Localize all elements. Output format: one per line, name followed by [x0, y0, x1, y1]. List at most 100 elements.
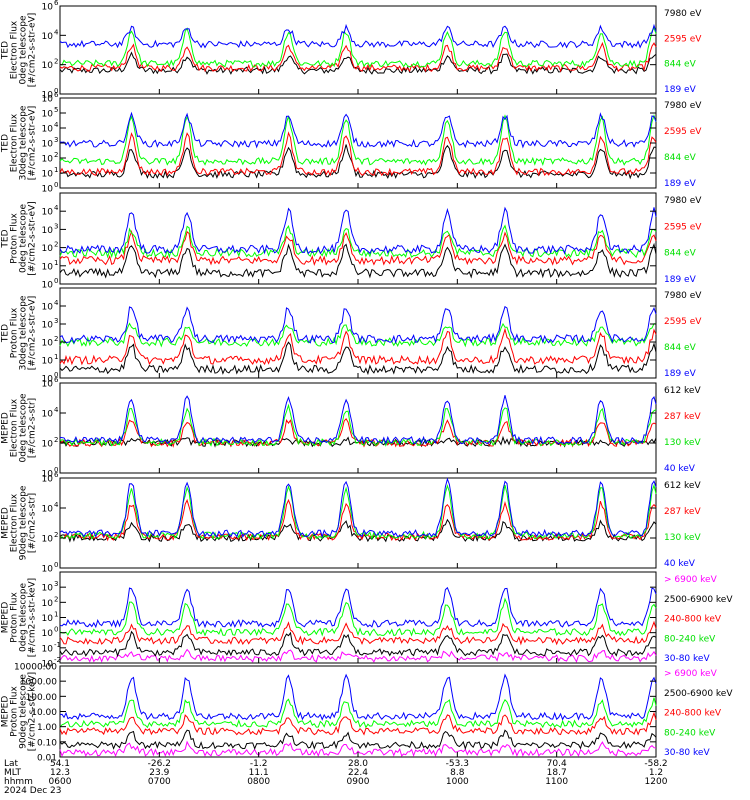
y-tick-exponent: -1	[54, 641, 61, 649]
x-row-label: MLT	[4, 768, 22, 778]
y-axis-label-line: Proton Flux	[10, 213, 20, 264]
time-tick-label: 0700	[148, 777, 171, 787]
legend-entry: 7980 eV	[664, 101, 702, 111]
time-tick-label: 0900	[347, 777, 370, 787]
y-axis-label-line: Electron Flux	[10, 20, 20, 79]
y-tick-label: 100.00	[26, 693, 58, 703]
y-axis-label-line: Electron Flux	[10, 113, 20, 172]
series-trace-2	[59, 131, 657, 177]
time-tick-label: 1100	[545, 777, 568, 787]
series-trace-1	[59, 242, 657, 279]
y-axis-label-line: TED	[1, 229, 11, 248]
y-tick-exponent: 2	[54, 241, 58, 249]
y-axis-label: TEDProton Flux0deg telescope[#/cm2-s-str…	[1, 201, 38, 276]
y-axis-label-line: 0deg telescope	[19, 393, 29, 463]
y-axis-label-line: 0deg telescope	[19, 15, 29, 85]
time-tick-label: 0800	[247, 777, 270, 787]
legend-entry: 40 keV	[664, 559, 696, 569]
y-tick-exponent: 4	[54, 28, 59, 36]
legend-entry: 2500-6900 keV	[664, 689, 733, 699]
legend-entry: 7980 eV	[664, 9, 702, 19]
legend-entry: 30-80 keV	[664, 654, 710, 664]
y-tick-exponent: 2	[54, 58, 58, 66]
legend-entry: 287 keV	[664, 507, 701, 517]
series-trace-2	[59, 630, 657, 658]
series-trace-4	[59, 697, 657, 729]
y-tick-exponent: 6	[54, 0, 59, 7]
series-trace-4	[59, 597, 657, 637]
y-axis-label-line: Proton Flux	[10, 592, 20, 643]
panel-frame	[59, 192, 657, 285]
y-tick-exponent: 1	[54, 259, 58, 267]
y-tick-exponent: 6	[54, 376, 59, 384]
y-tick-exponent: 1	[54, 166, 58, 174]
mlt-tick-label: 1.2	[649, 768, 663, 778]
y-tick-exponent: 3	[54, 317, 58, 325]
legend-entry: 2595 eV	[664, 127, 702, 137]
y-tick-label: 10	[42, 262, 54, 272]
legend-entry: 612 keV	[664, 481, 701, 491]
y-tick-exponent: 0	[54, 87, 58, 95]
y-tick-label: 10	[42, 660, 54, 670]
series-trace-3	[59, 113, 657, 167]
y-tick-exponent: -2	[54, 656, 61, 664]
y-tick-label: 10	[42, 629, 54, 639]
legend-entry: 189 eV	[664, 369, 697, 379]
series-trace-4	[59, 206, 657, 255]
y-axis-label-line: Proton Flux	[10, 686, 20, 737]
y-tick-exponent: 1	[54, 353, 58, 361]
y-tick-label: 10	[42, 380, 54, 390]
y-tick-label: 0.10	[37, 738, 57, 748]
y-axis-label-line: TED	[1, 324, 11, 343]
series-trace-5	[59, 586, 657, 629]
series-trace-3	[59, 26, 657, 68]
mlt-tick-label: 12.3	[50, 768, 70, 778]
y-axis-label-line: [#/cm2-s-str-keV]	[28, 578, 38, 657]
y-tick-exponent: 6	[54, 91, 59, 99]
time-tick-label: 0600	[49, 777, 72, 787]
legend-entry: 2595 eV	[664, 222, 702, 232]
legend-entry: 189 eV	[664, 275, 697, 285]
y-axis-label-line: MEPED	[1, 507, 11, 539]
y-axis-label-line: [#/cm2-s-str-eV]	[28, 296, 38, 371]
series-trace-3	[59, 322, 656, 348]
y-tick-exponent: 5	[54, 106, 58, 114]
y-tick-exponent: 0	[54, 626, 58, 634]
y-tick-label: 10	[42, 244, 54, 254]
y-axis-label-line: 0deg telescope	[19, 583, 29, 653]
y-tick-label: 10.00	[31, 708, 57, 718]
legend-entry: 2500-6900 keV	[664, 595, 733, 605]
y-axis-label-line: Electron Flux	[10, 398, 20, 457]
y-axis-label-line: TED	[1, 134, 11, 153]
y-tick-exponent: 0	[54, 277, 58, 285]
series-trace-2	[59, 498, 657, 542]
y-tick-label: 10	[42, 614, 54, 624]
series-trace-4	[59, 23, 657, 49]
y-tick-label: 10	[42, 61, 54, 71]
y-tick-label: 10	[42, 303, 54, 313]
y-axis-label-line: Proton Flux	[10, 307, 20, 358]
panel-frame	[59, 665, 657, 758]
y-tick-label: 10	[42, 91, 54, 101]
lat-tick-label: -26.2	[148, 759, 171, 769]
y-tick-label: 10	[42, 470, 54, 480]
legend-entry: 240-800 keV	[664, 615, 722, 625]
lat-tick-label: -53.3	[446, 759, 469, 769]
y-tick-exponent: 3	[54, 222, 58, 230]
y-tick-label: 10	[42, 375, 54, 385]
y-tick-label: 10	[42, 226, 54, 236]
y-axis-label-line: 0deg telescope	[19, 204, 29, 274]
y-axis-label-line: 30deg telescope	[19, 105, 29, 180]
y-tick-label: 10	[42, 140, 54, 150]
y-axis-label: MEPEDElectron Flux90deg telescope[#/cm2-…	[1, 485, 38, 560]
y-axis-label: MEPEDProton Flux90deg telescope[#/cm2-s-…	[1, 672, 38, 751]
y-tick-exponent: 4	[54, 121, 59, 129]
y-tick-label: 10	[42, 321, 54, 331]
series-trace-4	[59, 395, 657, 446]
mlt-tick-label: 23.9	[149, 768, 169, 778]
legend-entry: 40 keV	[664, 464, 696, 474]
series-trace-3	[59, 711, 657, 736]
